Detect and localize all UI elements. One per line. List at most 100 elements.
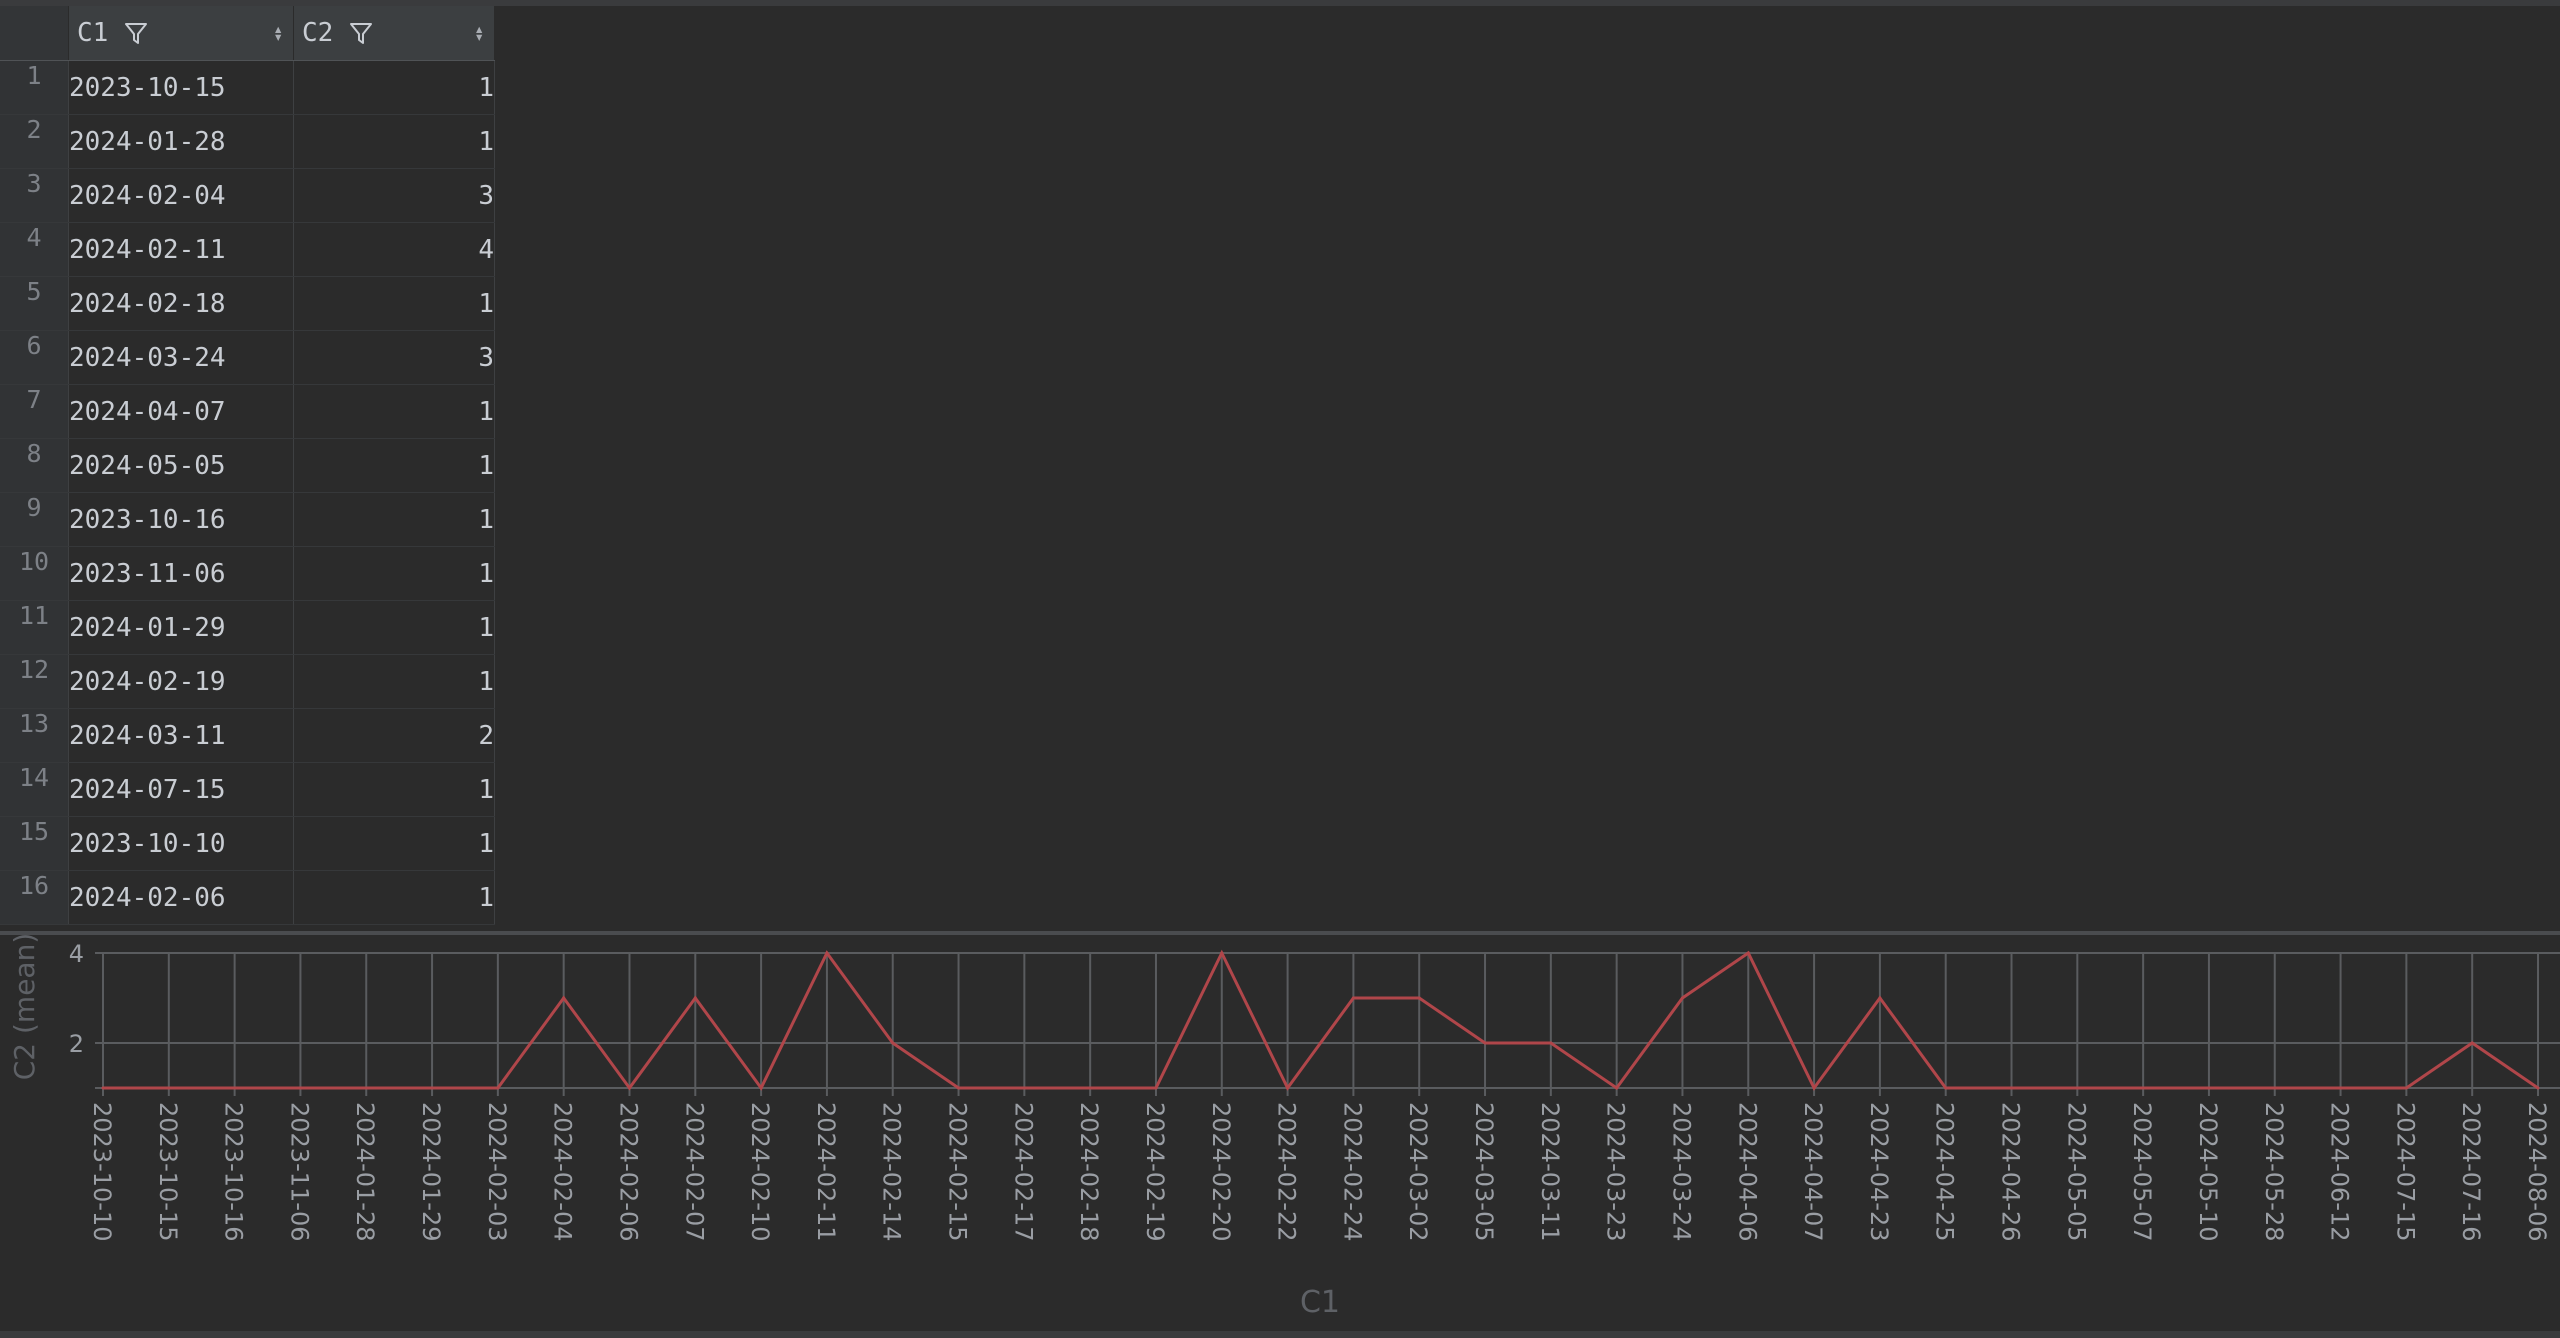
data-point bbox=[1746, 951, 1750, 955]
cell-c1[interactable]: 2024-02-04 bbox=[68, 168, 294, 223]
table-row[interactable]: 2 2024-01-28 1 bbox=[0, 114, 495, 169]
column-header-c1[interactable]: C1 ▴ ▾ bbox=[68, 6, 294, 61]
table-row[interactable]: 10 2023-11-06 1 bbox=[0, 546, 495, 601]
x-tick-label: 2024-07-16 bbox=[2457, 1102, 2485, 1241]
cell-c2[interactable]: 4 bbox=[293, 222, 495, 277]
cell-c2[interactable]: 1 bbox=[293, 762, 495, 817]
x-tick-label: 2024-04-07 bbox=[1799, 1102, 1827, 1241]
cell-c2[interactable]: 1 bbox=[293, 870, 495, 925]
table-row[interactable]: 12 2024-02-19 1 bbox=[0, 654, 495, 709]
cell-c2[interactable]: 1 bbox=[293, 816, 495, 871]
x-tick-label: 2024-02-17 bbox=[1009, 1102, 1037, 1241]
table-row[interactable]: 13 2024-03-11 2 bbox=[0, 708, 495, 763]
data-table: C1 ▴ ▾ C2 ▴ ▾ bbox=[0, 6, 495, 925]
row-number: 14 bbox=[0, 762, 69, 817]
data-point bbox=[2010, 1086, 2014, 1090]
header-corner[interactable] bbox=[0, 6, 69, 61]
cell-c2[interactable]: 1 bbox=[293, 492, 495, 547]
data-point bbox=[496, 1086, 500, 1090]
data-point bbox=[891, 1041, 895, 1045]
x-tick-label: 2024-02-15 bbox=[944, 1102, 972, 1241]
x-tick-label: 2024-08-06 bbox=[2523, 1102, 2551, 1241]
cell-c2[interactable]: 3 bbox=[293, 168, 495, 223]
cell-c1[interactable]: 2023-10-10 bbox=[68, 816, 294, 871]
data-point bbox=[1615, 1086, 1619, 1090]
cell-c1[interactable]: 2024-01-29 bbox=[68, 600, 294, 655]
cell-c2[interactable]: 1 bbox=[293, 384, 495, 439]
table-row[interactable]: 8 2024-05-05 1 bbox=[0, 438, 495, 493]
x-tick-label: 2024-03-05 bbox=[1470, 1102, 1498, 1241]
sort-icon[interactable]: ▴ ▾ bbox=[474, 19, 484, 46]
filter-icon[interactable] bbox=[122, 19, 150, 47]
cell-c1[interactable]: 2023-10-15 bbox=[68, 60, 294, 115]
column-header-c2[interactable]: C2 ▴ ▾ bbox=[293, 6, 495, 61]
cell-c1[interactable]: 2024-02-11 bbox=[68, 222, 294, 277]
x-tick-label: 2024-03-24 bbox=[1667, 1102, 1695, 1241]
data-point bbox=[1878, 996, 1882, 1000]
row-number: 2 bbox=[0, 114, 69, 169]
x-tick-label: 2024-05-28 bbox=[2260, 1102, 2288, 1241]
cell-c1[interactable]: 2024-05-05 bbox=[68, 438, 294, 493]
cell-c1[interactable]: 2024-02-19 bbox=[68, 654, 294, 709]
column-header-label: C2 bbox=[302, 18, 334, 48]
cell-c1[interactable]: 2024-03-11 bbox=[68, 708, 294, 763]
row-number: 4 bbox=[0, 222, 69, 277]
x-tick-label: 2023-11-06 bbox=[285, 1102, 313, 1241]
y-axis-title: C2 (mean) bbox=[8, 935, 41, 1080]
x-tick-label: 2024-02-19 bbox=[1141, 1102, 1169, 1241]
row-number: 3 bbox=[0, 168, 69, 223]
x-tick-label: 2024-06-12 bbox=[2326, 1102, 2354, 1241]
table-row[interactable]: 6 2024-03-24 3 bbox=[0, 330, 495, 385]
table-row[interactable]: 15 2023-10-10 1 bbox=[0, 816, 495, 871]
cell-c1[interactable]: 2024-04-07 bbox=[68, 384, 294, 439]
x-tick-label: 2024-02-22 bbox=[1273, 1102, 1301, 1241]
cell-c1[interactable]: 2024-03-24 bbox=[68, 330, 294, 385]
x-tick-label: 2024-01-28 bbox=[351, 1102, 379, 1241]
cell-c1[interactable]: 2024-01-28 bbox=[68, 114, 294, 169]
x-tick-label: 2024-04-26 bbox=[1997, 1102, 2025, 1241]
table-row[interactable]: 5 2024-02-18 1 bbox=[0, 276, 495, 331]
table-row[interactable]: 1 2023-10-15 1 bbox=[0, 60, 495, 115]
data-point bbox=[1220, 951, 1224, 955]
cell-c2[interactable]: 1 bbox=[293, 600, 495, 655]
sort-icon[interactable]: ▴ ▾ bbox=[273, 19, 283, 46]
cell-c2[interactable]: 3 bbox=[293, 330, 495, 385]
data-point bbox=[2339, 1086, 2343, 1090]
data-point bbox=[1944, 1086, 1948, 1090]
cell-c2[interactable]: 1 bbox=[293, 114, 495, 169]
x-tick-label: 2024-02-11 bbox=[812, 1102, 840, 1241]
x-tick-label: 2023-10-15 bbox=[154, 1102, 182, 1241]
table-row[interactable]: 9 2023-10-16 1 bbox=[0, 492, 495, 547]
cell-c1[interactable]: 2024-02-06 bbox=[68, 870, 294, 925]
cell-c1[interactable]: 2024-07-15 bbox=[68, 762, 294, 817]
data-point bbox=[1022, 1086, 1026, 1090]
row-number: 8 bbox=[0, 438, 69, 493]
table-row[interactable]: 3 2024-02-04 3 bbox=[0, 168, 495, 223]
cell-c2[interactable]: 1 bbox=[293, 60, 495, 115]
table-row[interactable]: 16 2024-02-06 1 bbox=[0, 870, 495, 925]
splitter[interactable] bbox=[0, 931, 2560, 935]
table-row[interactable]: 4 2024-02-11 4 bbox=[0, 222, 495, 277]
cell-c1[interactable]: 2023-10-16 bbox=[68, 492, 294, 547]
top-border bbox=[0, 0, 2560, 6]
cell-c2[interactable]: 1 bbox=[293, 276, 495, 331]
table-row[interactable]: 14 2024-07-15 1 bbox=[0, 762, 495, 817]
data-point bbox=[101, 1086, 105, 1090]
cell-c1[interactable]: 2023-11-06 bbox=[68, 546, 294, 601]
data-point bbox=[1549, 1041, 1553, 1045]
x-tick-label: 2024-03-11 bbox=[1536, 1102, 1564, 1241]
cell-c2[interactable]: 1 bbox=[293, 546, 495, 601]
data-point bbox=[1154, 1086, 1158, 1090]
cell-c2[interactable]: 1 bbox=[293, 654, 495, 709]
cell-c2[interactable]: 2 bbox=[293, 708, 495, 763]
x-tick-label: 2024-02-04 bbox=[549, 1102, 577, 1241]
filter-icon[interactable] bbox=[347, 19, 375, 47]
data-point bbox=[430, 1086, 434, 1090]
x-tick-label: 2024-01-29 bbox=[417, 1102, 445, 1241]
table-row[interactable]: 7 2024-04-07 1 bbox=[0, 384, 495, 439]
cell-c2[interactable]: 1 bbox=[293, 438, 495, 493]
row-number: 11 bbox=[0, 600, 69, 655]
row-number: 13 bbox=[0, 708, 69, 763]
table-row[interactable]: 11 2024-01-29 1 bbox=[0, 600, 495, 655]
cell-c1[interactable]: 2024-02-18 bbox=[68, 276, 294, 331]
